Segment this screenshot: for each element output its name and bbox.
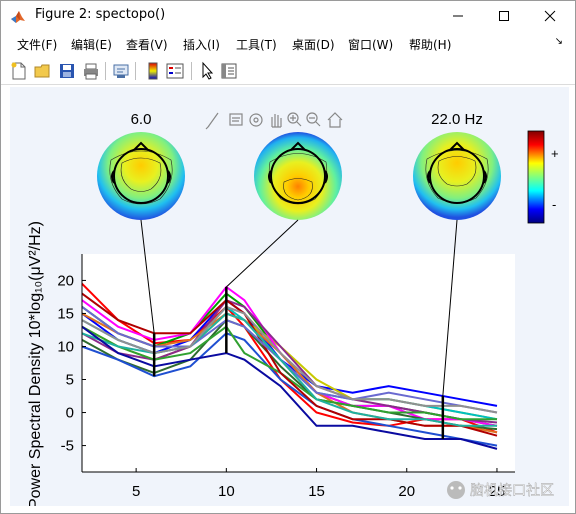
menu-view[interactable]: 查看(V) (126, 38, 168, 52)
x-tick-label: 20 (398, 483, 415, 500)
rotate-icon[interactable] (249, 113, 263, 127)
menu-bar: 文件(F) 编辑(E) 查看(V) 插入(I) 工具(T) 桌面(D) 窗口(W… (1, 32, 575, 56)
zoom-in-icon[interactable] (287, 112, 302, 127)
pan-icon[interactable] (271, 114, 282, 128)
frequency-markers (152, 287, 445, 439)
zoom-out-icon[interactable] (306, 112, 321, 127)
window-title: Figure 2: spectopo() (35, 7, 166, 22)
x-tick-label: 15 (308, 483, 325, 500)
y-tick-label: 5 (66, 372, 74, 389)
topo-leader-lines (140, 219, 458, 397)
axes-toolbar (205, 112, 343, 130)
watermark: 脑机接口社区 (447, 481, 554, 499)
y-tick-label: 15 (57, 305, 74, 322)
save-icon[interactable] (57, 61, 77, 81)
property-editor-icon[interactable] (219, 61, 239, 81)
topoplot-22hz[interactable] (413, 132, 501, 220)
link-icon[interactable] (111, 61, 131, 81)
y-axis-label: Power Spectral Density 10*log₁₀(μV²/Hz) (27, 221, 44, 506)
menu-edit[interactable]: 编辑(E) (71, 38, 112, 52)
topo-label-22hz: 22.0 Hz (431, 111, 483, 128)
maximize-icon (499, 11, 509, 21)
figure-canvas: 6.0 22.0 Hz (10, 87, 569, 509)
watermark-text: 脑机接口社区 (470, 482, 554, 498)
home-icon[interactable] (327, 112, 343, 128)
legend-icon[interactable] (165, 61, 185, 81)
spectopo-figure[interactable]: 6.0 22.0 Hz (10, 87, 569, 509)
topo-label-6hz: 6.0 (131, 111, 152, 128)
colorbar-icon[interactable] (143, 61, 163, 81)
colorbar-plus-label: + (551, 146, 559, 161)
toolbar-separator (135, 62, 136, 80)
figure-toolbar (1, 58, 575, 85)
menu-insert[interactable]: 插入(I) (183, 38, 220, 52)
minimize-icon (453, 15, 463, 17)
new-figure-icon[interactable] (9, 61, 29, 81)
y-tick-label: 0 (66, 405, 74, 422)
cursor-icon[interactable] (197, 61, 217, 81)
menu-overflow-icon[interactable]: ↘ (554, 36, 563, 47)
menu-tools[interactable]: 工具(T) (236, 38, 277, 52)
toolbar-separator (105, 62, 106, 80)
y-tick-label: 10 (57, 338, 74, 355)
close-icon (544, 10, 556, 22)
y-tick-label: -5 (61, 438, 74, 455)
open-icon[interactable] (33, 61, 53, 81)
menu-desktop[interactable]: 桌面(D) (292, 38, 335, 52)
maximize-button[interactable] (481, 1, 527, 31)
y-tick-label: 20 (57, 272, 74, 289)
data-tip-icon[interactable] (229, 113, 243, 126)
title-bar: Figure 2: spectopo() (1, 1, 575, 31)
colorbar-minus-label: - (552, 197, 556, 212)
topoplot-6hz[interactable] (97, 132, 185, 220)
topoplot-10hz[interactable] (254, 132, 342, 220)
toolbar-separator (191, 62, 192, 80)
x-tick-label: 5 (132, 483, 140, 500)
axis-ticks: -5 0 5 10 15 20 5 10 15 20 25 (57, 254, 515, 500)
close-button[interactable] (527, 1, 573, 31)
menu-help[interactable]: 帮助(H) (409, 38, 452, 52)
x-tick-label: 25 (489, 483, 506, 500)
x-tick-label: 10 (218, 483, 235, 500)
minimize-button[interactable] (435, 1, 481, 31)
menu-file[interactable]: 文件(F) (17, 38, 58, 52)
brush-icon[interactable] (205, 112, 219, 130)
topo-leader-line (140, 219, 155, 334)
menu-window[interactable]: 窗口(W) (348, 38, 394, 52)
matlab-logo-icon (11, 11, 25, 23)
print-icon[interactable] (81, 61, 101, 81)
topo-leader-line (225, 219, 299, 288)
topo-leader-line (442, 219, 458, 397)
colorbar[interactable]: + - (527, 130, 559, 224)
